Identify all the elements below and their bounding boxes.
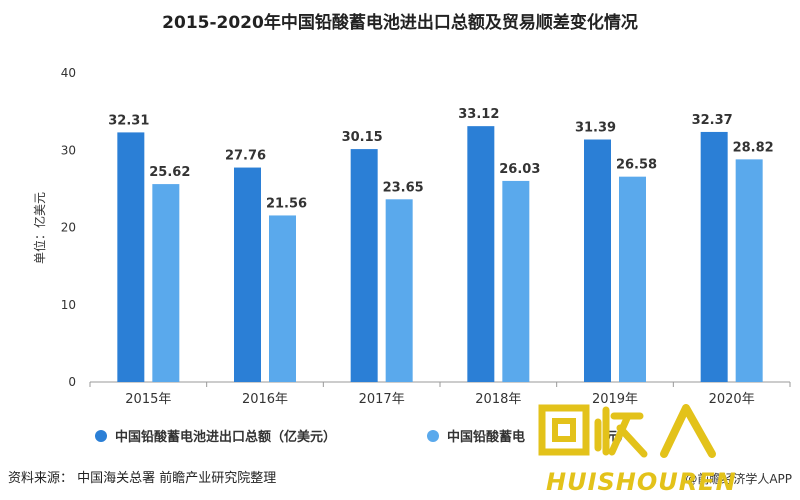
bar-trade-surplus [735, 159, 763, 382]
legend-dot-icon [427, 429, 439, 442]
y-tick-label: 0 [68, 375, 76, 389]
bar-trade-surplus [269, 215, 296, 382]
x-tick-label: 2016年 [242, 392, 288, 407]
bar-trade-surplus [152, 184, 180, 382]
x-tick-label: 2020年 [709, 392, 755, 407]
y-tick-label: 30 [61, 143, 76, 157]
y-axis-label: 单位：亿美元 [32, 192, 47, 264]
data-label: 30.15 [342, 130, 383, 145]
x-tick-label: 2017年 [359, 392, 405, 407]
data-label: 32.37 [692, 113, 733, 128]
bar-export-total [584, 139, 611, 382]
data-label: 23.65 [383, 180, 424, 195]
bar-trade-surplus [619, 176, 646, 382]
x-tick-label: 2018年 [475, 392, 521, 407]
y-tick-label: 10 [61, 298, 76, 312]
source-note: 资料来源： 中国海关总署 前瞻产业研究院整理 [8, 471, 277, 486]
chart-title: 2015-2020年中国铅酸蓄电池进出口总额及贸易顺差变化情况 [162, 13, 638, 33]
bar-export-total [700, 131, 728, 382]
x-tick-label: 2019年 [592, 392, 638, 407]
bar-export-total [467, 126, 495, 382]
legend-item-export-total: 中国铅酸蓄电池进出口总额（亿美元） [95, 426, 336, 445]
bar-trade-surplus [502, 180, 530, 382]
y-tick-label: 20 [61, 221, 76, 235]
bar-export-total [350, 149, 378, 382]
x-tick-label: 2015年 [125, 392, 171, 407]
huishouren-logo: HUISHOUREN [538, 404, 737, 496]
svg-text:HUISHOUREN: HUISHOUREN [546, 468, 737, 496]
data-label: 31.39 [575, 121, 616, 136]
data-label: 28.82 [733, 140, 774, 155]
data-label: 26.03 [499, 162, 540, 177]
legend-label: 中国铅酸蓄电 [447, 430, 526, 445]
data-label: 33.12 [458, 107, 499, 122]
bar-trade-surplus [385, 199, 413, 382]
data-label: 21.56 [266, 196, 307, 211]
bar-export-total [234, 167, 261, 382]
data-label: 32.31 [108, 113, 149, 128]
data-label: 25.62 [149, 165, 190, 180]
bar-export-total [117, 132, 145, 382]
legend-label: 中国铅酸蓄电池进出口总额（亿美元） [115, 430, 337, 445]
credit-note: @前瞻经济学人APP [685, 472, 792, 486]
y-tick-label: 40 [61, 66, 76, 80]
data-label: 26.58 [616, 158, 657, 173]
data-label: 27.76 [225, 149, 266, 164]
legend-dot-icon [95, 429, 107, 442]
